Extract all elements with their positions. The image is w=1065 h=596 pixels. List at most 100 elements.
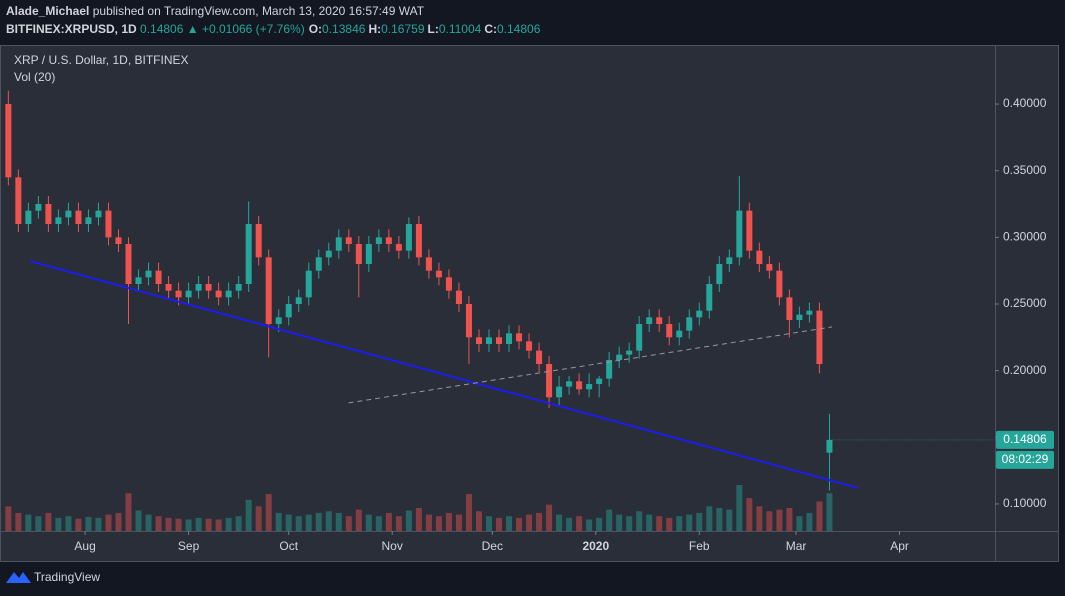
candle-body [25, 210, 32, 225]
candle-body [756, 250, 763, 265]
candle-body [666, 323, 673, 338]
candle-body [395, 244, 402, 251]
volume-bar [25, 514, 32, 531]
candle-body [696, 310, 703, 318]
volume-bar [606, 509, 613, 531]
volume-bar [556, 514, 563, 531]
y-tick-label: 0.30000 [1003, 230, 1047, 244]
candle-body [636, 323, 643, 351]
ohlc-label: H: [368, 22, 381, 36]
candle-body [125, 244, 132, 285]
candle-body [616, 354, 623, 360]
header-line-2: BITFINEX:XRPUSD, 1D 0.14806 ▲ +0.01066 (… [6, 22, 541, 36]
y-tick-label: 0.10000 [1003, 496, 1047, 510]
volume-bar [425, 514, 432, 531]
volume-bar [145, 514, 152, 531]
candle-body [405, 224, 412, 251]
volume-bar [435, 516, 442, 531]
candle-body [295, 297, 302, 304]
volume-bar [445, 512, 452, 531]
volume-bar [786, 508, 793, 531]
candle-body [686, 317, 693, 331]
volume-bar [305, 514, 312, 531]
volume-bar [375, 516, 382, 531]
volume-bar [205, 518, 212, 531]
symbol: BITFINEX:XRPUSD, 1D [6, 22, 137, 36]
candle-body [516, 333, 523, 342]
volume-bar [776, 509, 783, 531]
volume-bar [235, 516, 242, 531]
volume-bar [195, 517, 202, 531]
volume-bar [726, 509, 733, 531]
candle-body [175, 290, 182, 298]
candle-body [385, 237, 392, 245]
ohlc-label: C: [484, 22, 497, 36]
volume-bar [365, 514, 372, 531]
candle-body [15, 177, 22, 225]
volume-bar [475, 511, 482, 531]
volume-bar [756, 506, 763, 531]
trendline [348, 326, 833, 404]
volume-bar [5, 506, 12, 531]
candle-body [556, 386, 563, 398]
candle-body [285, 303, 292, 318]
volume-bar [806, 512, 813, 531]
x-tick-label: Sep [178, 539, 200, 553]
volume-bar [35, 516, 42, 531]
countdown-box [996, 450, 1054, 469]
ohlc-label: L: [428, 22, 439, 36]
candle-body [606, 359, 613, 379]
volume-bar [746, 498, 753, 531]
candle-body [576, 381, 583, 390]
volume-bar [576, 516, 583, 531]
volume-bar [616, 514, 623, 531]
volume-bar [285, 514, 292, 531]
y-tick-label: 0.35000 [1003, 163, 1047, 177]
volume-bar [405, 510, 412, 531]
candle-body [95, 210, 102, 218]
volume-bar [455, 514, 462, 531]
volume-bar [596, 517, 603, 531]
volume-bar [586, 519, 593, 531]
volume-bar [315, 512, 322, 531]
volume-bar [325, 511, 332, 531]
y-tick-label: 0.25000 [1003, 296, 1047, 310]
candle-body [526, 341, 533, 351]
publisher: Alade_Michael [6, 4, 89, 18]
candle-body [145, 270, 152, 278]
volume-bar [395, 516, 402, 531]
candle-body [506, 333, 513, 344]
volume-bar [135, 510, 142, 531]
candle-body [415, 224, 422, 258]
volume-bar [85, 517, 92, 531]
candle-body [435, 270, 442, 278]
candle-body [345, 237, 352, 245]
candle-body [5, 104, 12, 178]
volume-bar [275, 512, 282, 531]
volume-bar [345, 516, 352, 531]
volume-bar [686, 514, 693, 531]
x-tick-label: Feb [689, 539, 710, 553]
candle-body [736, 210, 743, 258]
candle-body [55, 217, 62, 225]
x-tick-label: Apr [890, 539, 909, 553]
indicator-label: Vol (20) [14, 70, 55, 84]
volume-bar [526, 514, 533, 531]
volume-bar [676, 516, 683, 531]
x-tick-label: Dec [482, 539, 503, 553]
volume-bar [506, 516, 513, 531]
candle-body [536, 350, 543, 364]
candle-body [355, 244, 362, 265]
candle-body [796, 314, 803, 320]
candle-body [85, 217, 92, 225]
volume-bar [65, 516, 72, 531]
ohlc-label: O: [309, 22, 322, 36]
volume-bar [696, 512, 703, 531]
candle-body [425, 257, 432, 271]
ohlc-value: 0.11004 [439, 22, 482, 36]
volume-bar [225, 517, 232, 531]
candle-body [816, 310, 823, 364]
chart-frame [0, 45, 1059, 562]
volume-bar [716, 508, 723, 531]
